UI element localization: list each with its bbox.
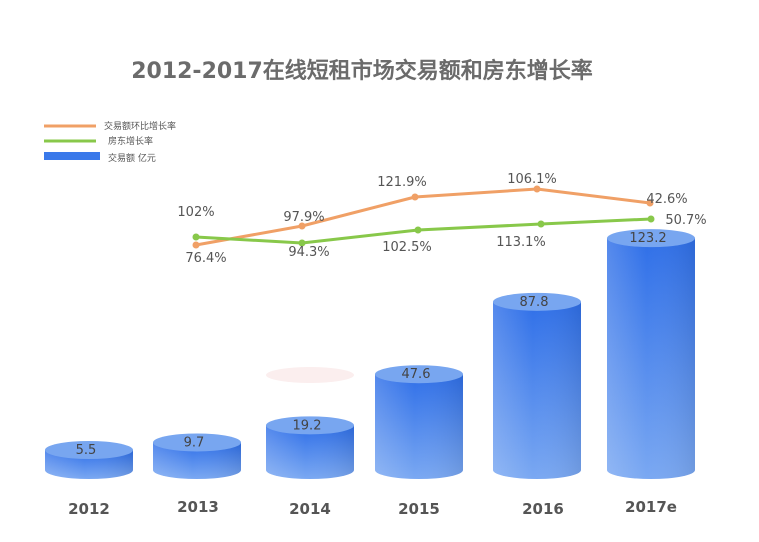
bar-cap xyxy=(375,365,463,384)
x-tick-label: 2016 xyxy=(522,500,564,518)
x-tick-label: 2014 xyxy=(289,500,331,518)
bar-shade xyxy=(266,425,354,479)
x-tick-label: 2013 xyxy=(177,498,219,516)
growth-point xyxy=(533,185,541,193)
x-axis: 2012 2013 2014 2015 2016 2017e xyxy=(68,498,677,518)
legend-label-bar: 交易额 亿元 xyxy=(108,152,156,164)
bar-cap xyxy=(153,433,241,452)
lines-layer xyxy=(192,185,655,249)
x-tick-label: 2012 xyxy=(68,500,110,518)
host-value-label: 102% xyxy=(177,205,214,220)
growth-value-label: 106.1% xyxy=(507,172,557,187)
host-value-label: 113.1% xyxy=(496,235,546,250)
bar-shade xyxy=(375,374,463,479)
bar-value-label: 9.7 xyxy=(184,435,205,450)
bar-value-label: 19.2 xyxy=(293,418,322,433)
growth-value-label: 121.9% xyxy=(377,175,427,190)
host-value-label: 50.7% xyxy=(665,213,706,228)
host-point xyxy=(647,215,655,223)
bar-2016 xyxy=(493,292,581,479)
growth-value-label: 97.9% xyxy=(283,210,324,225)
host-point xyxy=(414,226,422,234)
x-tick-label: 2015 xyxy=(398,500,440,518)
host-point xyxy=(537,220,545,228)
bar-2015 xyxy=(375,365,463,479)
bars-layer xyxy=(45,229,695,479)
host-value-label: 94.3% xyxy=(288,245,329,260)
bar-2014 xyxy=(266,416,354,479)
x-tick-label: 2017e xyxy=(625,498,677,516)
host-value-label: 102.5% xyxy=(382,240,432,255)
bar-value-label: 5.5 xyxy=(76,443,97,458)
bar-value-label: 47.6 xyxy=(402,367,431,382)
growth-point xyxy=(298,222,306,230)
bar-shade xyxy=(493,301,581,479)
host-point xyxy=(192,233,200,241)
chart-title: 2012-2017在线短租市场交易额和房东增长率 xyxy=(131,58,593,84)
growth-line xyxy=(195,187,651,247)
bar-2012 xyxy=(45,441,133,479)
bar-2013 xyxy=(153,433,241,479)
bar-cap xyxy=(266,416,354,435)
growth-point xyxy=(646,199,654,207)
host-point xyxy=(298,239,306,247)
bar-shade xyxy=(153,442,241,479)
legend-swatch-bar xyxy=(44,152,100,160)
bar-value-label: 123.2 xyxy=(629,231,666,246)
growth-point xyxy=(192,241,200,249)
bar-value-label: 87.8 xyxy=(520,295,549,310)
legend-label-host: 房东增长率 xyxy=(108,135,153,147)
legend: 交易额环比增长率 房东增长率 交易额 亿元 xyxy=(44,120,176,164)
growth-value-label: 76.4% xyxy=(185,251,226,266)
growth-value-label: 42.6% xyxy=(646,192,687,207)
decorative-shadow xyxy=(266,367,354,383)
bar-cap xyxy=(493,292,581,311)
bar-shade xyxy=(607,238,695,479)
legend-label-growth: 交易额环比增长率 xyxy=(104,120,176,132)
growth-point xyxy=(411,193,419,201)
bar-2017e xyxy=(607,229,695,479)
labels-layer: 5.5 9.7 19.2 47.6 87.8 123.2 76.4% 97.9% 121.9% 1… xyxy=(76,172,707,458)
bar-cap xyxy=(607,229,695,248)
bar-cap xyxy=(45,441,133,459)
